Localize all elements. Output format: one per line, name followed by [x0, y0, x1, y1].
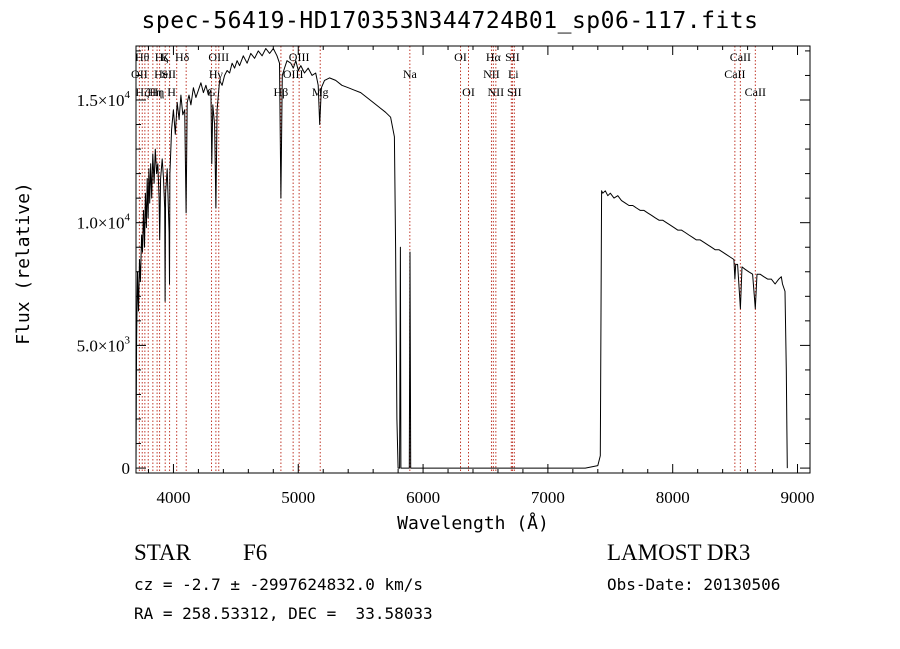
line-label-caii: CaII: [724, 67, 745, 81]
y-axis-label: Flux (relative): [13, 182, 34, 345]
line-label-hη: Hη: [147, 85, 162, 99]
line-label-hα: Hα: [486, 50, 502, 64]
plot-axes: 4000 5000 6000 7000 8000 9000 0 5.0×103 1.0×104 1…: [13, 45, 815, 534]
line-label-k: K: [161, 50, 170, 64]
chart-title: spec-56419-HD170353N344724B01_sp06-117.f…: [141, 8, 759, 34]
x-tick-label: 8000: [656, 488, 690, 507]
line-label-mg: Mg: [312, 85, 329, 99]
y-tick-label: 5.0×103: [77, 334, 131, 355]
y-tick-label: 1.0×104: [77, 212, 131, 233]
line-label-nii: NII: [483, 67, 500, 81]
x-tick-label: 9000: [781, 488, 815, 507]
x-tick-label: 4000: [156, 488, 190, 507]
line-label-hζ: Hζ: [155, 50, 169, 64]
emission-line-markers: [138, 46, 756, 473]
line-label-hζ: Hζ: [135, 85, 149, 99]
line-label-caii: CaII: [745, 85, 766, 99]
y-tick-label: 0: [122, 459, 131, 478]
line-label-oi: OI: [454, 50, 467, 64]
line-label-hδ: Hδ: [175, 50, 190, 64]
line-label-hη: Hη: [149, 85, 164, 99]
line-label-oii: OII: [131, 67, 148, 81]
line-label-g: G: [207, 85, 216, 99]
redshift-velocity: cz = -2.7 ± -2997624832.0 km/s: [134, 575, 423, 594]
line-label-li: Li: [508, 67, 519, 81]
observation-date: Obs-Date: 20130506: [607, 575, 781, 594]
spectrum-series: [135, 48, 788, 469]
line-label-oiii: OIII: [289, 50, 310, 64]
x-tick-label: 7000: [531, 488, 565, 507]
line-label-hβ: Hβ: [274, 85, 289, 99]
line-label-nii: NII: [488, 85, 505, 99]
object-subclass: F6: [243, 540, 268, 565]
spectrum-line-0: [135, 48, 788, 469]
line-label-oiii: OIII: [208, 50, 229, 64]
ra-dec-coordinates: RA = 258.53312, DEC = 33.58033: [134, 604, 433, 623]
line-label-caii: CaII: [730, 50, 751, 64]
x-tick-label: 6000: [406, 488, 440, 507]
plot-frame: [135, 45, 811, 474]
survey-name: LAMOST DR3: [607, 540, 751, 565]
object-class: STAR: [134, 540, 191, 565]
x-tick-label: 5000: [281, 488, 315, 507]
line-label-hθ: Hθ: [135, 50, 150, 64]
x-axis-label: Wavelength (Å): [397, 512, 549, 534]
line-label-hγ: Hγ: [209, 67, 224, 81]
line-label-sii: SII: [505, 50, 520, 64]
line-label-h: H: [167, 85, 176, 99]
line-label-oiii: OIII: [283, 67, 304, 81]
line-label-hei: HeI: [154, 67, 172, 81]
line-label-na: Na: [403, 67, 418, 81]
line-label-sii: SII: [507, 85, 522, 99]
line-label-oi: OI: [462, 85, 475, 99]
line-label-sii: SII: [161, 67, 176, 81]
y-tick-label: 1.5×104: [77, 89, 131, 110]
